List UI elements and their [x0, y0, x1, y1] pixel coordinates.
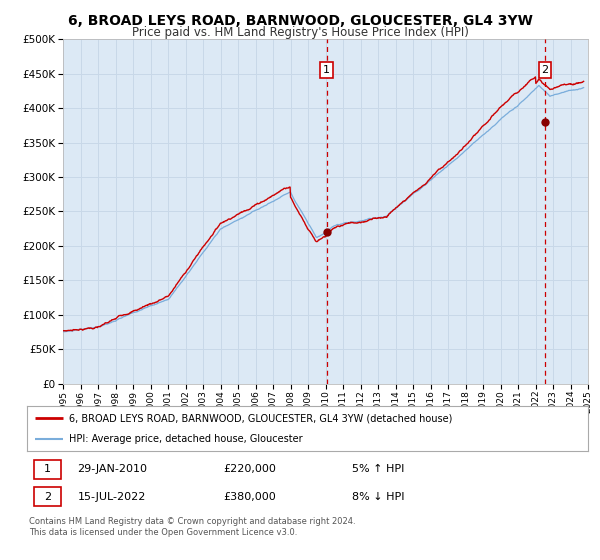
Text: 29-JAN-2010: 29-JAN-2010	[77, 464, 148, 474]
FancyBboxPatch shape	[34, 460, 61, 479]
Text: £380,000: £380,000	[223, 492, 276, 502]
Text: 1: 1	[323, 65, 330, 75]
Text: Price paid vs. HM Land Registry's House Price Index (HPI): Price paid vs. HM Land Registry's House …	[131, 26, 469, 39]
Text: This data is licensed under the Open Government Licence v3.0.: This data is licensed under the Open Gov…	[29, 528, 297, 536]
Text: 5% ↑ HPI: 5% ↑ HPI	[352, 464, 405, 474]
Text: 6, BROAD LEYS ROAD, BARNWOOD, GLOUCESTER, GL4 3YW: 6, BROAD LEYS ROAD, BARNWOOD, GLOUCESTER…	[68, 14, 532, 28]
Text: Contains HM Land Registry data © Crown copyright and database right 2024.: Contains HM Land Registry data © Crown c…	[29, 517, 355, 526]
Text: HPI: Average price, detached house, Gloucester: HPI: Average price, detached house, Glou…	[69, 433, 303, 444]
Text: 2: 2	[541, 65, 548, 75]
Text: 6, BROAD LEYS ROAD, BARNWOOD, GLOUCESTER, GL4 3YW (detached house): 6, BROAD LEYS ROAD, BARNWOOD, GLOUCESTER…	[69, 413, 452, 423]
Text: 8% ↓ HPI: 8% ↓ HPI	[352, 492, 405, 502]
Text: £220,000: £220,000	[223, 464, 276, 474]
Text: 2: 2	[44, 492, 51, 502]
FancyBboxPatch shape	[34, 487, 61, 506]
Text: 1: 1	[44, 464, 50, 474]
Text: 15-JUL-2022: 15-JUL-2022	[77, 492, 146, 502]
